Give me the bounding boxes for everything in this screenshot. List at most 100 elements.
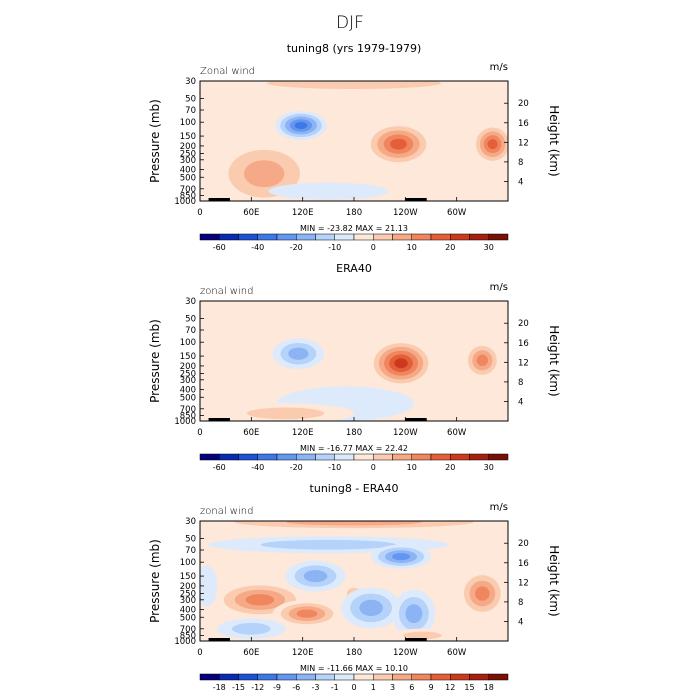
pressure-tick-label-1000: 1000 bbox=[174, 197, 196, 207]
panel-title-1: tuning8 (yrs 1979-1979) bbox=[287, 42, 422, 55]
lon-tick-label-120E: 120E bbox=[292, 648, 314, 658]
contour-surface-westerly-1 bbox=[246, 407, 325, 420]
colorbar-label-1--20: -20 bbox=[290, 243, 303, 252]
colorbar-label-3-1: 1 bbox=[371, 683, 376, 692]
lon-tick-label-120W: 120W bbox=[393, 428, 418, 438]
pressure-tick-label-700: 700 bbox=[180, 185, 196, 195]
colorbar-swatch-1-5 bbox=[296, 233, 316, 241]
colorbar-label-2--40: -40 bbox=[251, 463, 264, 472]
pressure-tick-label-1000: 1000 bbox=[174, 637, 196, 647]
colorbar-swatch-1-1 bbox=[219, 233, 239, 241]
height-tick-label-12: 12 bbox=[518, 578, 529, 588]
pressure-tick-label-400: 400 bbox=[180, 606, 196, 616]
field-label-1: Zonal wind bbox=[200, 66, 255, 77]
pressure-tick-label-150: 150 bbox=[180, 572, 196, 582]
colorbar-swatch-2-8 bbox=[353, 453, 374, 461]
contour-negative-core-180-3 bbox=[392, 553, 411, 561]
lon-tick-label-120W: 120W bbox=[393, 648, 418, 658]
colorbar-label-3--12: -12 bbox=[251, 683, 264, 692]
colorbar-label-3-0: 0 bbox=[351, 683, 356, 692]
panel-1: tuning8 (yrs 1979-1979) Zonal wind m/s P… bbox=[148, 42, 561, 252]
y2label-1: Height (km) bbox=[547, 105, 561, 176]
lon-tick-label-180: 180 bbox=[346, 208, 362, 218]
field-label-3: zonal wind bbox=[200, 506, 253, 517]
colorbar-label-1-30: 30 bbox=[484, 243, 494, 252]
contour-negative-west-edge-0 bbox=[200, 565, 218, 607]
colorbar-label-3--3: -3 bbox=[312, 683, 320, 692]
pressure-tick-label-70: 70 bbox=[185, 326, 196, 336]
contour-upper-positive-band-2 bbox=[286, 521, 422, 526]
colorbar-swatch-3-3 bbox=[257, 673, 278, 681]
colorbar-label-2--10: -10 bbox=[328, 463, 341, 472]
lon-tick-label-60E: 60E bbox=[243, 648, 259, 658]
ylabel-3: Pressure (mb) bbox=[148, 539, 162, 623]
colorbar-swatch-1-12 bbox=[430, 233, 451, 241]
panel-title-3: tuning8 - ERA40 bbox=[310, 482, 399, 495]
colorbar-swatch-3-6 bbox=[315, 673, 335, 681]
lon-tick-label-180: 180 bbox=[346, 648, 362, 658]
colorbar-swatch-1-4 bbox=[276, 233, 297, 241]
colorbar-label-1-0: 0 bbox=[371, 243, 376, 252]
colorbar-label-3--18: -18 bbox=[213, 683, 226, 692]
colorbar-label-2-0: 0 bbox=[371, 463, 376, 472]
pressure-tick-label-850: 850 bbox=[180, 631, 196, 641]
height-tick-label-16: 16 bbox=[518, 119, 529, 129]
colorbar-swatch-2-5 bbox=[296, 453, 316, 461]
y2label-2: Height (km) bbox=[547, 325, 561, 396]
contour-positive-tilted-60E-3 bbox=[245, 594, 275, 606]
colorbar-swatch-1-9 bbox=[373, 233, 393, 241]
colorbar-label-2-20: 20 bbox=[445, 463, 455, 472]
lon-tick-label-180: 180 bbox=[346, 428, 362, 438]
contour-negative-core-120E-2 bbox=[303, 570, 328, 583]
lon-tick-label-120W: 120W bbox=[393, 208, 418, 218]
units-label-3: m/s bbox=[490, 502, 508, 513]
height-tick-label-20: 20 bbox=[518, 99, 529, 109]
pressure-tick-label-500: 500 bbox=[180, 393, 196, 403]
height-tick-label-12: 12 bbox=[518, 358, 529, 368]
height-tick-label-8: 8 bbox=[518, 158, 523, 168]
pressure-tick-label-850: 850 bbox=[180, 191, 196, 201]
contour-jet-60W-3 bbox=[476, 354, 489, 367]
lon-tick-label-0: 0 bbox=[197, 648, 202, 658]
colorbar-swatch-3-1 bbox=[219, 673, 239, 681]
pressure-tick-label-50: 50 bbox=[185, 534, 196, 544]
pressure-tick-label-200: 200 bbox=[180, 362, 196, 372]
colorbar-swatch-2-11 bbox=[411, 453, 432, 461]
colorbar-swatch-1-13 bbox=[450, 233, 470, 241]
units-label-1: m/s bbox=[490, 62, 508, 73]
colorbar-swatch-2-4 bbox=[276, 453, 297, 461]
pressure-tick-label-250: 250 bbox=[180, 370, 196, 380]
pressure-tick-label-250: 250 bbox=[180, 150, 196, 160]
colorbar-label-1-20: 20 bbox=[445, 243, 455, 252]
lon-tick-label-0: 0 bbox=[197, 208, 202, 218]
topography-1-1 bbox=[405, 198, 427, 201]
pressure-tick-label-70: 70 bbox=[185, 546, 196, 556]
pressure-tick-label-200: 200 bbox=[180, 142, 196, 152]
contour-negative-surface-60E-1 bbox=[231, 622, 271, 635]
contour-jet-core-120E-4 bbox=[294, 121, 308, 129]
pressure-tick-label-200: 200 bbox=[180, 582, 196, 592]
colorbar-label-1--10: -10 bbox=[328, 243, 341, 252]
contour-weak-westerly-60E-2 bbox=[243, 160, 285, 188]
colorbar-swatch-1-6 bbox=[315, 233, 335, 241]
colorbar-label-2--60: -60 bbox=[213, 463, 226, 472]
pressure-tick-label-30: 30 bbox=[185, 297, 196, 307]
stats-1: MIN = -23.82 MAX = 21.13 bbox=[300, 224, 408, 233]
colorbar-swatch-1-14 bbox=[469, 233, 489, 241]
pressure-tick-label-30: 30 bbox=[185, 517, 196, 527]
colorbar-swatch-3-11 bbox=[411, 673, 432, 681]
panel-2: ERA40 zonal wind m/s Pressure (mb) Heigh… bbox=[148, 262, 561, 472]
colorbar-swatch-3-0 bbox=[199, 673, 220, 681]
colorbar-swatch-1-7 bbox=[334, 233, 355, 241]
height-tick-label-12: 12 bbox=[518, 138, 529, 148]
colorbar-swatch-2-3 bbox=[257, 453, 278, 461]
colorbar-swatch-2-10 bbox=[392, 453, 412, 461]
height-tick-label-20: 20 bbox=[518, 319, 529, 329]
height-tick-label-4: 4 bbox=[518, 397, 523, 407]
colorbar-label-1--40: -40 bbox=[251, 243, 264, 252]
contour-positive-tilted-120E-3 bbox=[296, 609, 318, 618]
colorbar-swatch-2-7 bbox=[334, 453, 355, 461]
contour-subtropical-jet-120W-4 bbox=[390, 138, 407, 150]
pressure-tick-label-1000: 1000 bbox=[174, 417, 196, 427]
